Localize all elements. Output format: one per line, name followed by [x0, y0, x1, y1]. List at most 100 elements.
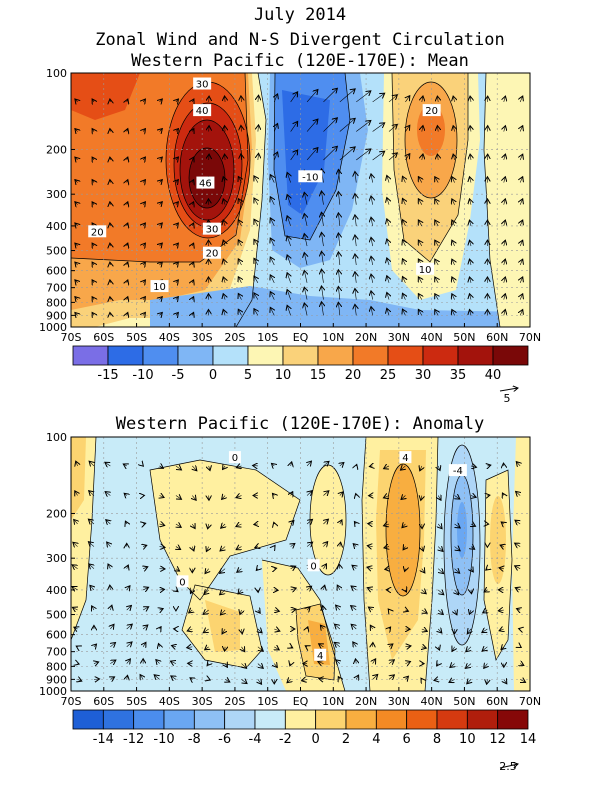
colorbar-swatch — [387, 345, 424, 366]
circulation-vector — [154, 675, 159, 680]
y-tick-label: 700 — [46, 646, 67, 659]
circulation-vector — [241, 96, 242, 102]
circulation-vector — [176, 157, 179, 160]
circulation-vector — [225, 126, 226, 132]
circulation-vector — [306, 148, 318, 161]
circulation-vector — [90, 585, 94, 590]
circulation-vector — [160, 243, 163, 246]
colorbar-label: 15 — [310, 368, 327, 383]
circulation-vector — [452, 177, 455, 183]
x-tick-label: 40S — [159, 695, 180, 708]
anomaly-x-axis: 70S 60S 50S 40S 30S 20S 10S EQ 10N 20N 30N 40N 50N 60… — [61, 687, 541, 708]
circulation-vector — [291, 566, 296, 569]
circulation-vector — [452, 277, 455, 283]
circulation-vector — [73, 542, 78, 546]
circulation-vector — [340, 463, 344, 466]
circulation-vector — [160, 223, 163, 226]
circulation-vector — [75, 491, 78, 496]
circulation-vector — [484, 664, 488, 669]
circulation-vector — [470, 154, 471, 161]
circulation-vector — [127, 605, 132, 610]
colorbar-label: 10 — [459, 732, 476, 747]
circulation-vector — [223, 309, 225, 316]
circulation-vector — [287, 289, 291, 300]
circulation-vector — [438, 524, 442, 529]
circulation-vector — [482, 647, 487, 651]
circulation-vector — [520, 154, 523, 161]
circulation-vector — [75, 243, 78, 246]
circulation-vector — [323, 88, 337, 103]
circulation-vector — [502, 493, 503, 496]
x-tick-label: 10N — [322, 331, 344, 344]
circulation-vector — [307, 461, 311, 466]
anomaly-colorbar: -14 -12 -10 -8 -6 -4 -2 0 2 4 6 8 10 12 14 — [72, 709, 536, 747]
circulation-vector — [339, 564, 340, 569]
x-tick-label: 60S — [93, 695, 114, 708]
circulation-vector — [143, 223, 145, 226]
colorbar-swatch — [282, 345, 319, 366]
y-tick-label: 600 — [46, 629, 67, 642]
circulation-vector — [388, 153, 397, 161]
circulation-vector — [160, 609, 164, 610]
colorbar-swatch — [406, 709, 438, 730]
x-tick-label: EQ — [293, 331, 309, 344]
circulation-vector — [106, 520, 111, 524]
mean-contour-labels: 30 40 46 30 20 20 10 -10 20 10 — [88, 77, 441, 293]
circulation-vector — [291, 492, 293, 496]
x-tick-label: 10S — [257, 695, 278, 708]
circulation-vector — [384, 524, 389, 526]
colorbar-swatch — [315, 709, 347, 730]
circulation-vector — [435, 309, 438, 316]
colorbar-swatch — [375, 709, 408, 730]
circulation-vector — [520, 309, 523, 316]
contour-label: 20 — [91, 227, 104, 238]
circulation-vector — [367, 546, 372, 547]
circulation-vector — [92, 129, 94, 132]
contour-label: 10 — [419, 265, 432, 276]
circulation-vector — [127, 297, 128, 300]
circulation-vector — [127, 223, 128, 226]
colorbar-label: 25 — [380, 368, 397, 383]
colorbar-label: -15 — [97, 368, 118, 383]
circulation-vector — [172, 646, 176, 647]
circulation-vector — [339, 118, 355, 132]
circulation-vector — [520, 277, 523, 283]
circulation-vector — [469, 610, 471, 614]
circulation-vector — [369, 466, 372, 467]
circulation-vector — [291, 609, 296, 610]
circulation-vector — [241, 629, 242, 634]
circulation-vector — [405, 125, 409, 132]
circulation-vector — [287, 216, 291, 227]
circulation-vector — [171, 676, 176, 679]
circulation-vector — [306, 542, 313, 546]
circulation-vector — [422, 154, 423, 161]
circulation-vector — [453, 96, 454, 103]
circulation-vector — [291, 647, 293, 648]
circulation-vector — [402, 259, 405, 266]
circulation-vector — [387, 219, 389, 227]
circulation-vector — [274, 94, 277, 103]
circulation-vector — [371, 274, 373, 283]
circulation-vector — [258, 125, 259, 132]
circulation-vector — [274, 522, 275, 524]
contour-label-box — [193, 77, 212, 90]
circulation-vector — [437, 154, 438, 161]
circulation-vector — [435, 177, 438, 183]
circulation-vector — [274, 124, 277, 132]
circulation-vector — [387, 239, 389, 247]
circulation-vector — [402, 220, 405, 227]
circulation-vector — [387, 308, 389, 316]
circulation-vector — [465, 664, 471, 669]
panel1-title: Western Pacific (120E-170E): Mean — [131, 51, 469, 71]
circulation-vector — [75, 202, 78, 205]
circulation-vector — [127, 180, 128, 183]
x-tick-label: 10N — [322, 695, 344, 708]
circulation-vector — [254, 176, 258, 183]
x-tick-label: 50N — [453, 695, 475, 708]
circulation-vector — [520, 647, 521, 648]
x-tick-label: 30N — [388, 695, 410, 708]
circulation-vector — [452, 240, 455, 247]
circulation-vector — [176, 223, 178, 226]
contour-label: 40 — [196, 106, 209, 117]
circulation-vector — [176, 202, 178, 205]
